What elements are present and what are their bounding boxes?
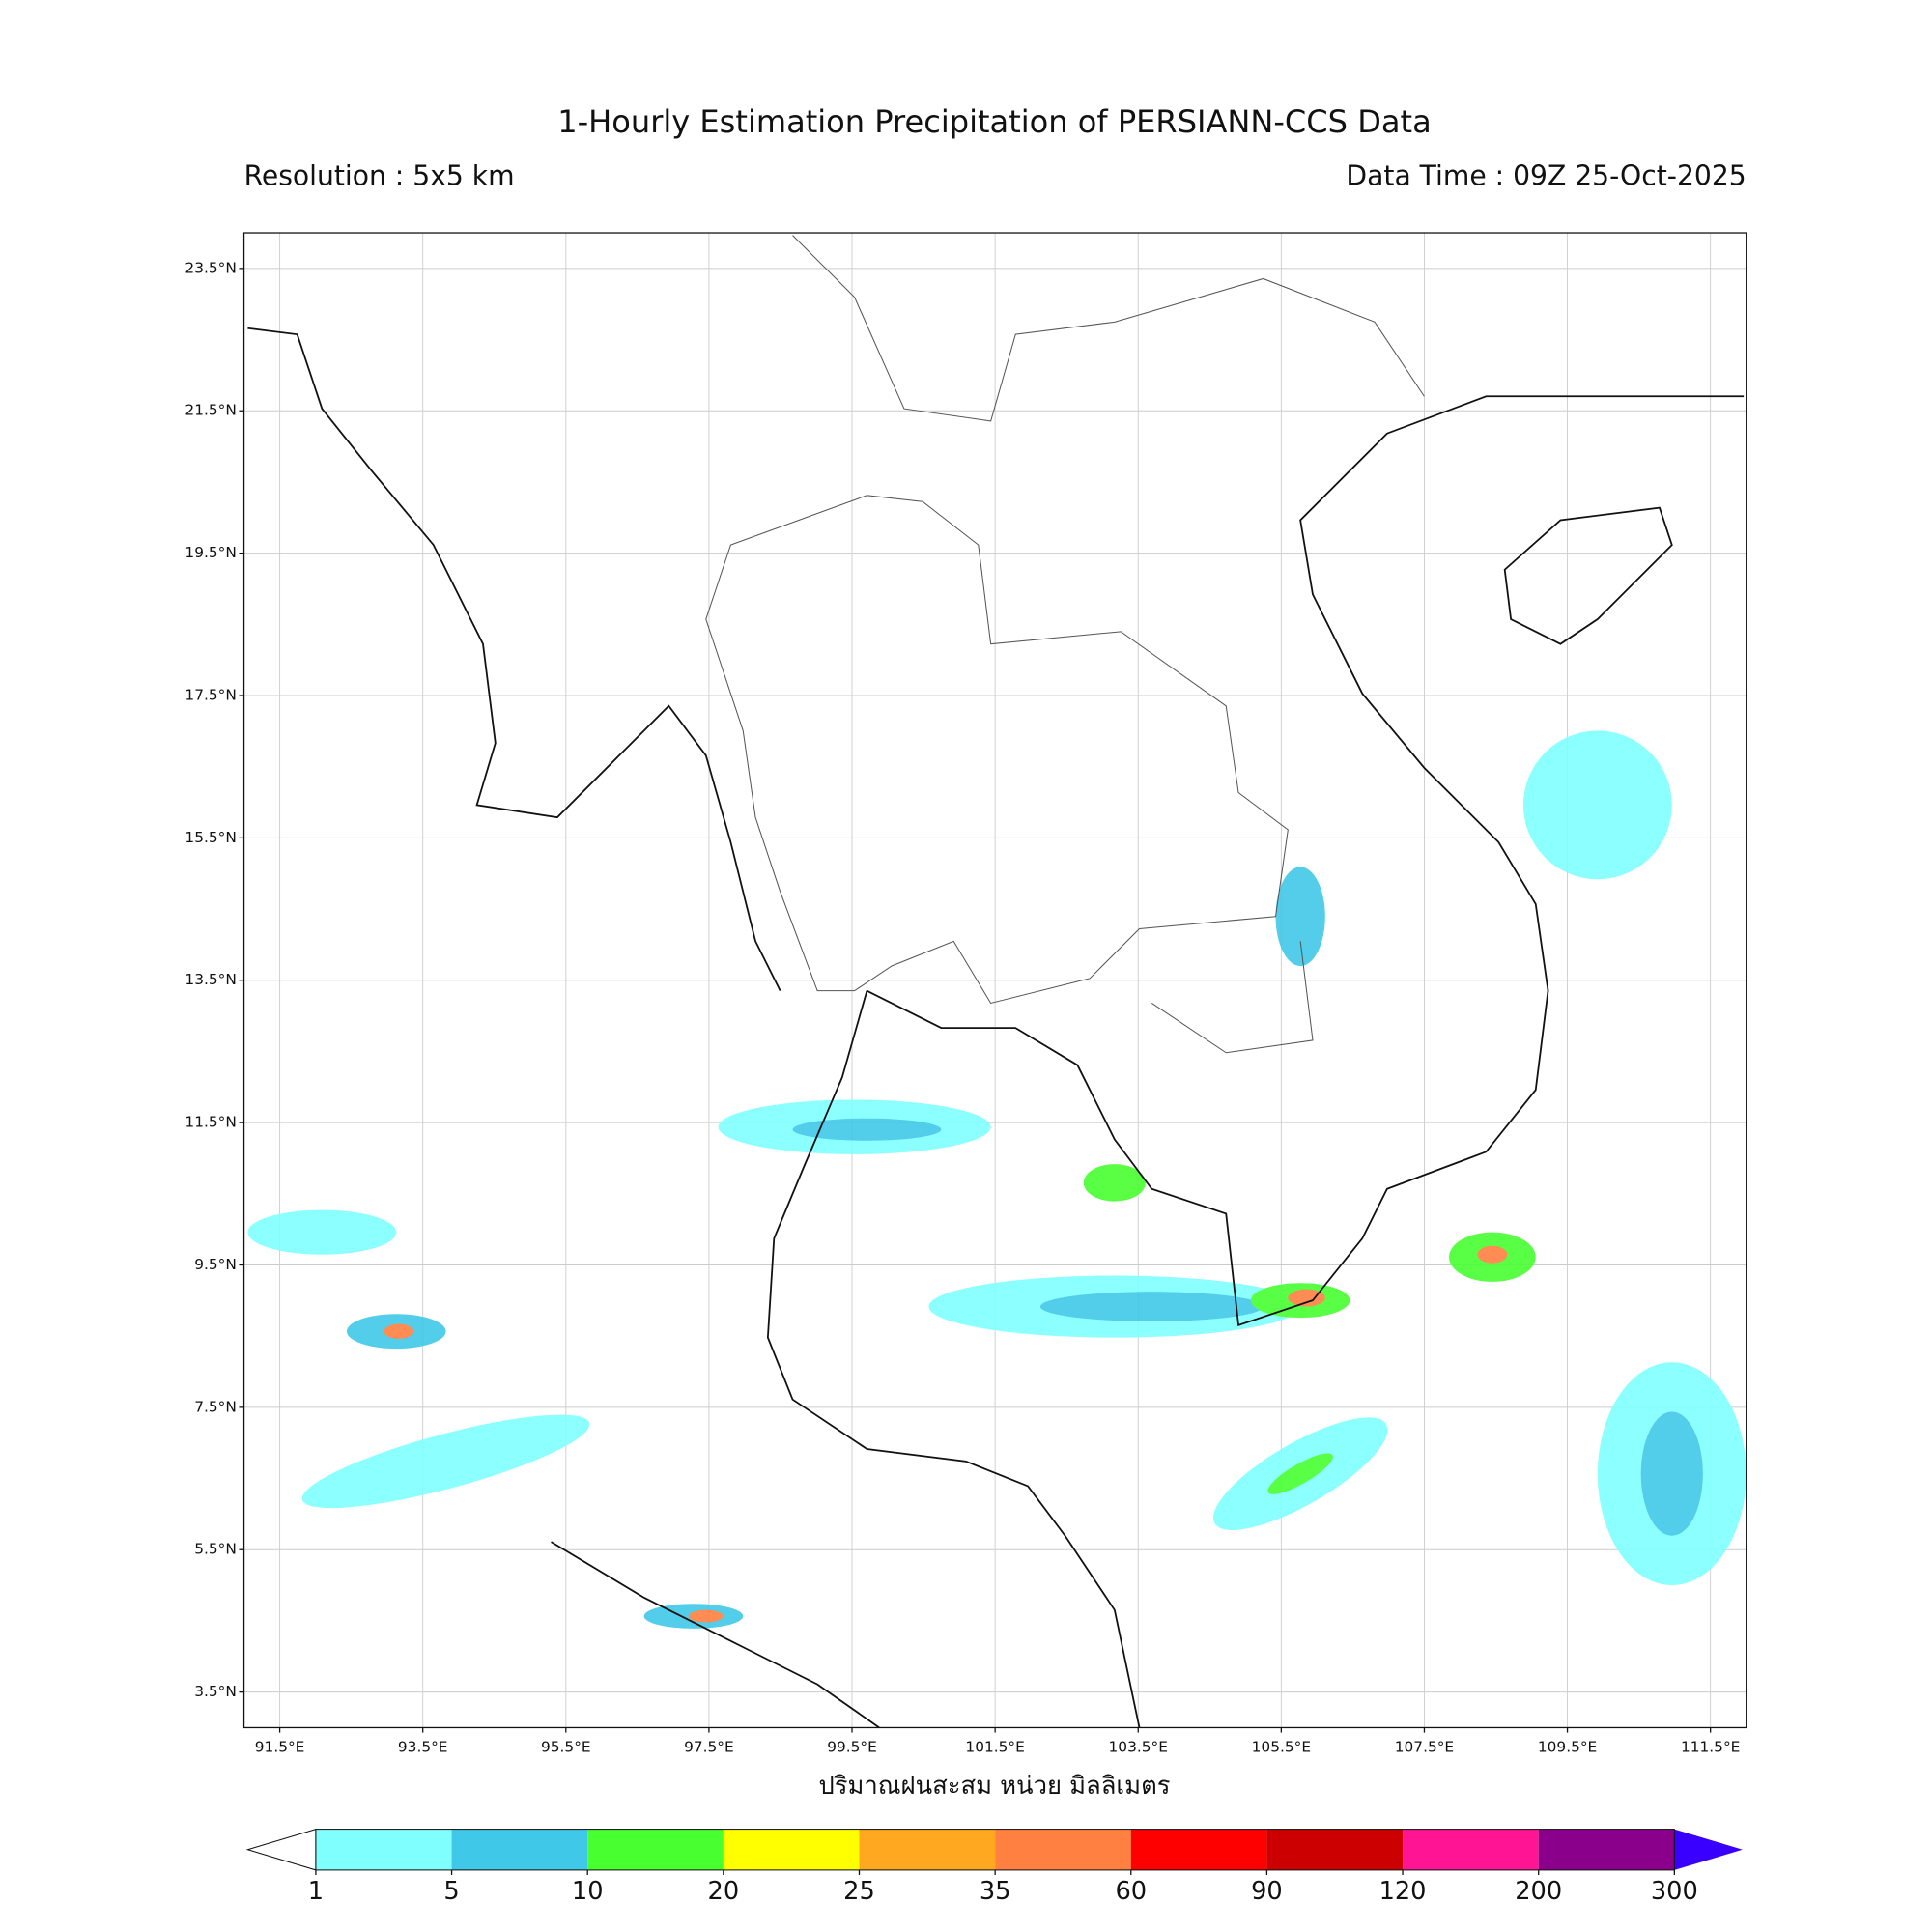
colorbar-segment: [1130, 1829, 1267, 1870]
data-time: Data Time : 09Z 25-Oct-2025: [1346, 159, 1746, 191]
x-tick-label: 95.5°E: [541, 1738, 591, 1755]
axes: 91.5°E 93.5°E 95.5°E 97.5°E 99.5°E 101.5°E 103…: [185, 259, 1740, 1755]
colorbar-label: 25: [843, 1877, 875, 1906]
colorbar-label: 60: [1115, 1877, 1147, 1906]
x-tick-label: 109.5°E: [1538, 1738, 1597, 1755]
y-tick-label: 9.5°N: [194, 1256, 237, 1273]
x-tick-label: 97.5°E: [684, 1738, 734, 1755]
colorbar-under: [245, 1828, 317, 1871]
grid: [243, 233, 1747, 1728]
colorbar-segment: [587, 1829, 724, 1870]
colorbar-label: 90: [1251, 1877, 1283, 1906]
colorbar-label: 20: [708, 1877, 740, 1906]
x-tick-label: 107.5°E: [1395, 1738, 1454, 1755]
colorbar-label: 5: [443, 1877, 459, 1906]
x-tick-label: 111.5°E: [1681, 1738, 1740, 1755]
rain-field: [247, 730, 1747, 1629]
colorbar-label: 10: [572, 1877, 604, 1906]
colorbar-label: ปริมาณฝนสะสม หน่วย มิลลิเมตร: [818, 1772, 1170, 1801]
colorbar-segment: [859, 1829, 996, 1870]
colorbar-label: 120: [1379, 1877, 1427, 1906]
y-tick-label: 5.5°N: [194, 1541, 237, 1558]
x-tick-label: 105.5°E: [1252, 1738, 1311, 1755]
colorbar-segment: [723, 1829, 860, 1870]
y-tick-label: 7.5°N: [194, 1398, 237, 1415]
y-tick-label: 3.5°N: [194, 1683, 237, 1700]
y-tick-label: 15.5°N: [185, 829, 236, 846]
colorbar-label: 35: [980, 1877, 1011, 1906]
map-outline: [247, 235, 1745, 1729]
x-tick-label: 99.5°E: [827, 1738, 877, 1755]
y-tick-label: 13.5°N: [185, 971, 236, 988]
y-tick-label: 21.5°N: [185, 402, 236, 419]
x-tick-label: 93.5°E: [398, 1738, 448, 1755]
colorbar-label: 1: [308, 1877, 324, 1906]
x-tick-label: 101.5°E: [965, 1738, 1024, 1755]
colorbar-segment: [315, 1829, 452, 1870]
title: 1-Hourly Estimation Precipitation of PER…: [557, 103, 1431, 140]
colorbar-label: 200: [1515, 1877, 1562, 1906]
y-tick-label: 19.5°N: [185, 544, 236, 561]
x-tick-label: 103.5°E: [1109, 1738, 1168, 1755]
colorbar-segment: [1266, 1829, 1404, 1870]
colorbar-segment: [1538, 1829, 1675, 1870]
colorbar-over: [1674, 1829, 1743, 1870]
resolution: Resolution : 5x5 km: [244, 159, 515, 191]
y-tick-label: 23.5°N: [185, 259, 236, 276]
y-tick-label: 11.5°N: [185, 1114, 236, 1131]
colorbar-segment: [1403, 1829, 1539, 1870]
colorbar: 1 5 10 20 25 35 60 90 120 200 300: [245, 1828, 1743, 1906]
colorbar-label: 300: [1651, 1877, 1698, 1906]
y-tick-label: 17.5°N: [185, 686, 236, 703]
x-tick-label: 91.5°E: [255, 1738, 305, 1755]
colorbar-segment: [451, 1829, 588, 1870]
colorbar-segment: [995, 1829, 1131, 1870]
